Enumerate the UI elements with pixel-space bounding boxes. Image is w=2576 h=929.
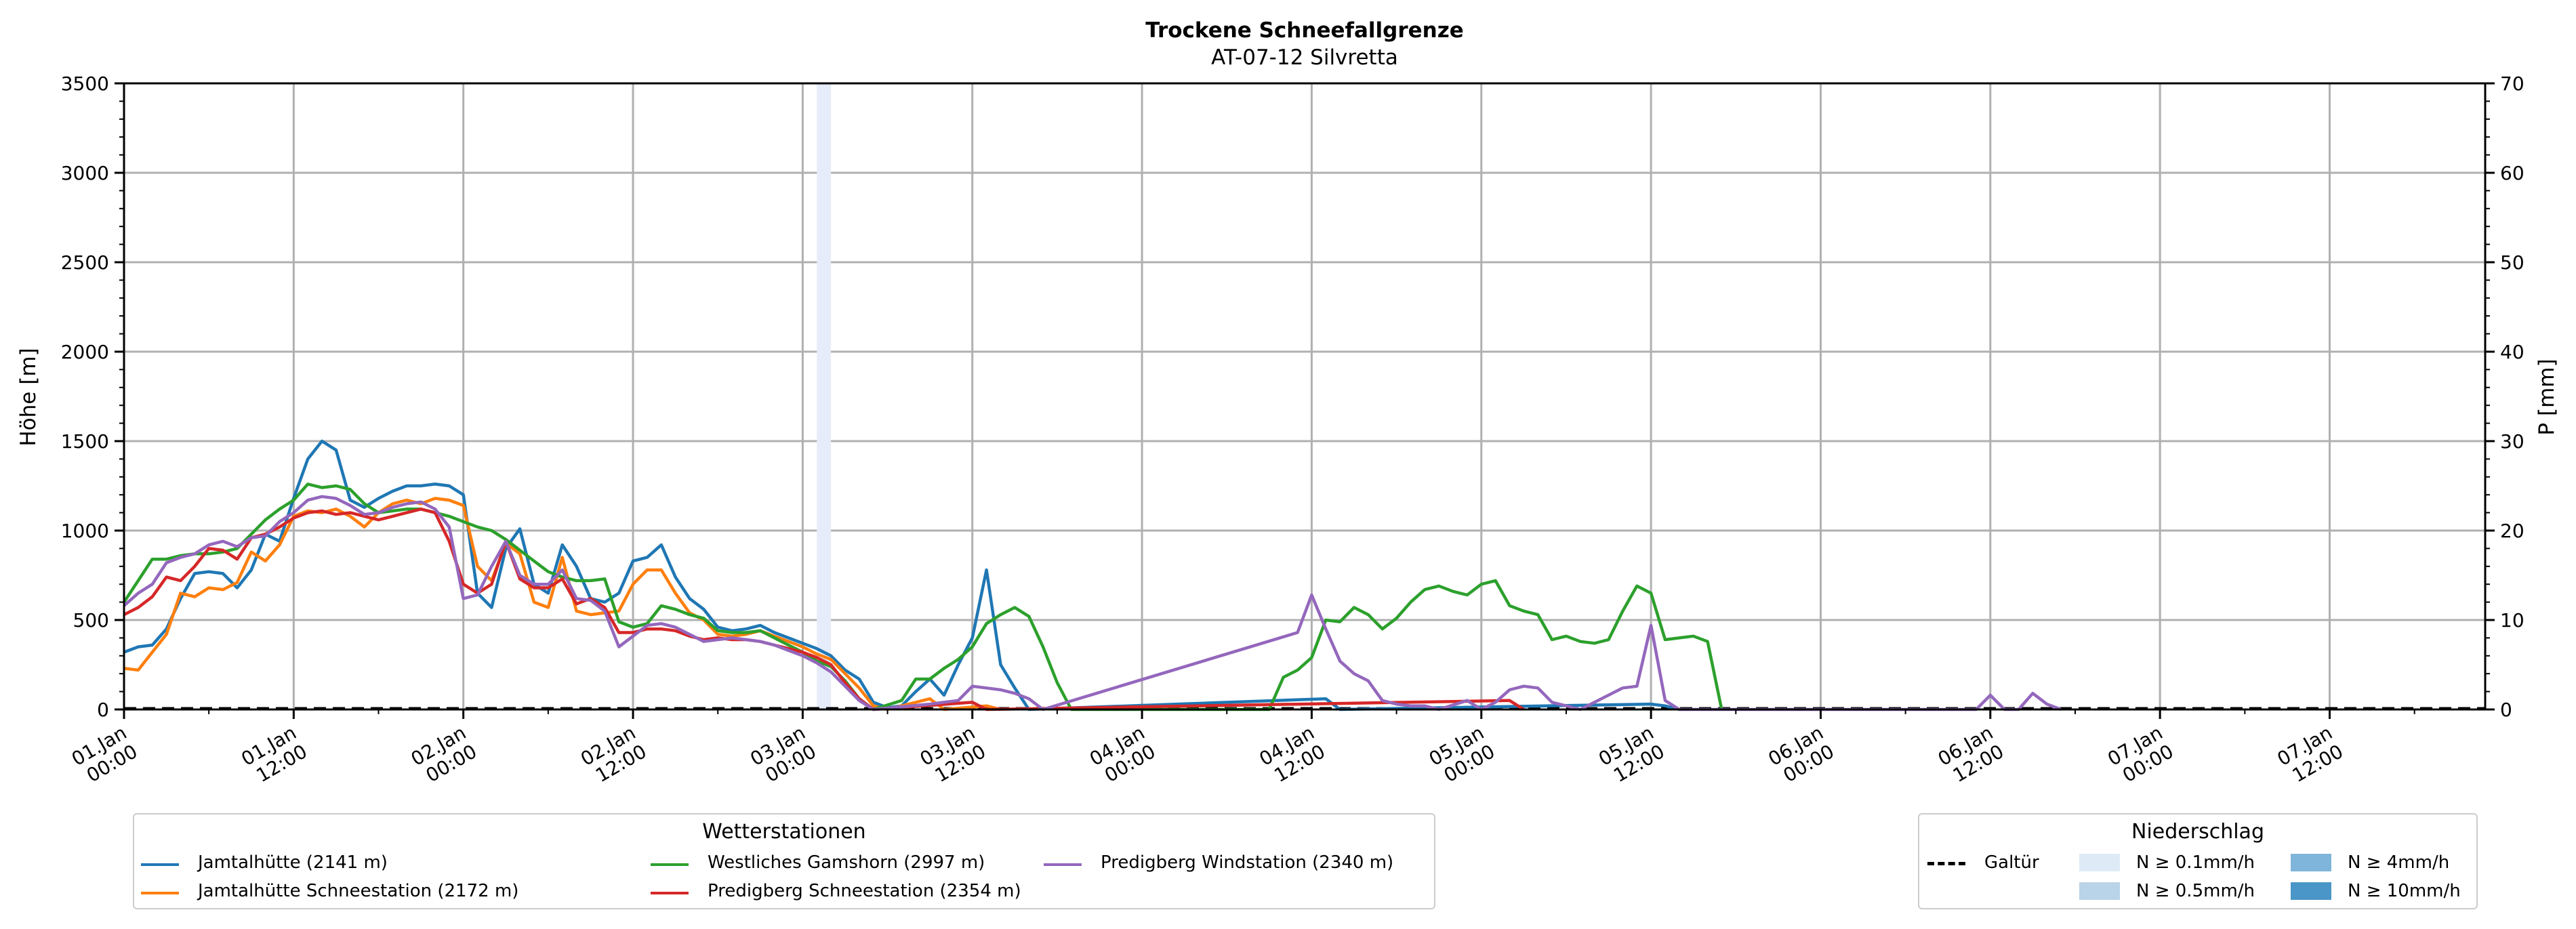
axes xyxy=(123,82,2487,711)
x-tick-label: 02.Jan12:00 xyxy=(577,721,650,789)
axes-frame xyxy=(123,82,2487,711)
legend-label-jamtal: Jamtalhütte (2141 m) xyxy=(198,852,388,873)
y-tick-label: 1500 xyxy=(61,430,109,453)
legend-label-gamshorn: Westliches Gamshorn (2997 m) xyxy=(708,852,985,873)
y-ticks: 0 500 1000 1500 2000 2500 3000 3500 xyxy=(61,73,124,721)
x-tick-label: 05.Jan12:00 xyxy=(1595,721,1668,789)
y-tick-label: 2000 xyxy=(61,341,109,363)
legend-label-n10: N ≥ 10mm/h xyxy=(2348,881,2461,901)
chart-title: Trockene Schneefallgrenze xyxy=(1145,18,1464,43)
legend-line-gamshorn xyxy=(651,863,689,866)
x-ticks: 01.Jan00:00 01.Jan12:00 02.Jan00:00 02.Jan1… xyxy=(68,709,2415,789)
legend-precip-title: Niederschlag xyxy=(2131,820,2264,844)
legend-label-n4: N ≥ 4mm/h xyxy=(2348,852,2450,873)
y2-tick-label: 10 xyxy=(2500,609,2524,632)
legend-swatch-n01 xyxy=(2079,854,2120,871)
x-tick-label: 04.Jan00:00 xyxy=(1086,721,1159,789)
y2-tick-label: 30 xyxy=(2500,430,2524,453)
x-tick-label: 06.Jan00:00 xyxy=(1765,721,1838,789)
y-axis-label: Höhe [m] xyxy=(16,348,41,446)
x-tick-label: 05.Jan00:00 xyxy=(1425,721,1498,789)
y-tick-label: 3500 xyxy=(61,73,109,95)
legend-swatch-n05 xyxy=(2079,882,2120,900)
y-tick-label: 2500 xyxy=(61,251,109,274)
x-tick-label: 03.Jan12:00 xyxy=(916,721,989,789)
chart-subtitle: AT-07-12 Silvretta xyxy=(1211,45,1398,70)
y2-axis-label: P [mm] xyxy=(2535,358,2559,435)
legend-stations-title: Wetterstationen xyxy=(702,820,866,844)
series-line-2 xyxy=(123,482,1723,711)
x-tick-label: 01.Jan00:00 xyxy=(68,721,141,789)
x-tick-label: 03.Jan00:00 xyxy=(746,721,819,789)
y2-ticks: 0 10 20 30 40 50 60 70 xyxy=(2485,73,2524,721)
y2-tick-label: 70 xyxy=(2500,73,2524,95)
y2-tick-label: 50 xyxy=(2500,251,2524,274)
x-tick-label: 04.Jan12:00 xyxy=(1255,721,1328,789)
x-tick-label: 02.Jan00:00 xyxy=(407,721,481,789)
legend-line-jamtal xyxy=(141,863,179,866)
legend-label-jamtal-schnee: Jamtalhütte Schneestation (2172 m) xyxy=(198,881,519,901)
legend-line-predig-schnee xyxy=(651,892,689,894)
legend-label-predig-schnee: Predigberg Schneestation (2354 m) xyxy=(708,881,1021,901)
plot-background xyxy=(124,83,2485,709)
x-tick-label: 07.Jan12:00 xyxy=(2274,721,2347,789)
y2-tick-label: 60 xyxy=(2500,162,2524,184)
y-tick-label: 1000 xyxy=(61,520,109,542)
x-tick-label: 06.Jan12:00 xyxy=(1934,721,2007,789)
plot-area xyxy=(124,83,2485,709)
shaded-span-rect xyxy=(817,83,832,709)
y-tick-label: 0 xyxy=(97,699,109,721)
legend-label-n01: N ≥ 0.1mm/h xyxy=(2136,852,2255,873)
y2-tick-label: 0 xyxy=(2500,699,2512,721)
legend-label-n05: N ≥ 0.5mm/h xyxy=(2136,881,2255,901)
x-tick-label: 07.Jan00:00 xyxy=(2104,721,2177,789)
series-line-4 xyxy=(123,495,2062,711)
shaded-span xyxy=(817,83,832,709)
legend-label-galtur: Galtür xyxy=(1984,852,2039,873)
x-tick-label: 01.Jan12:00 xyxy=(237,721,310,789)
legend-label-predig-wind: Predigberg Windstation (2340 m) xyxy=(1101,852,1394,873)
y2-tick-label: 20 xyxy=(2500,520,2524,542)
legend-precip: Niederschlag Galtür N ≥ 0.1mm/h N ≥ 0.5m… xyxy=(1918,813,2478,909)
series-lines xyxy=(123,439,2062,711)
y-tick-label: 500 xyxy=(73,609,109,632)
legend-dash-galtur xyxy=(1927,862,1965,865)
legend-line-predig-wind xyxy=(1044,863,1082,866)
legend-swatch-n4 xyxy=(2291,854,2331,871)
legend-swatch-n10 xyxy=(2291,882,2331,900)
y2-tick-label: 40 xyxy=(2500,341,2524,363)
legend-line-jamtal-schnee xyxy=(141,892,179,894)
legend-stations: Wetterstationen Jamtalhütte (2141 m) Jam… xyxy=(133,813,1435,909)
series-line-1 xyxy=(123,497,1002,711)
y-tick-label: 3000 xyxy=(61,162,109,184)
